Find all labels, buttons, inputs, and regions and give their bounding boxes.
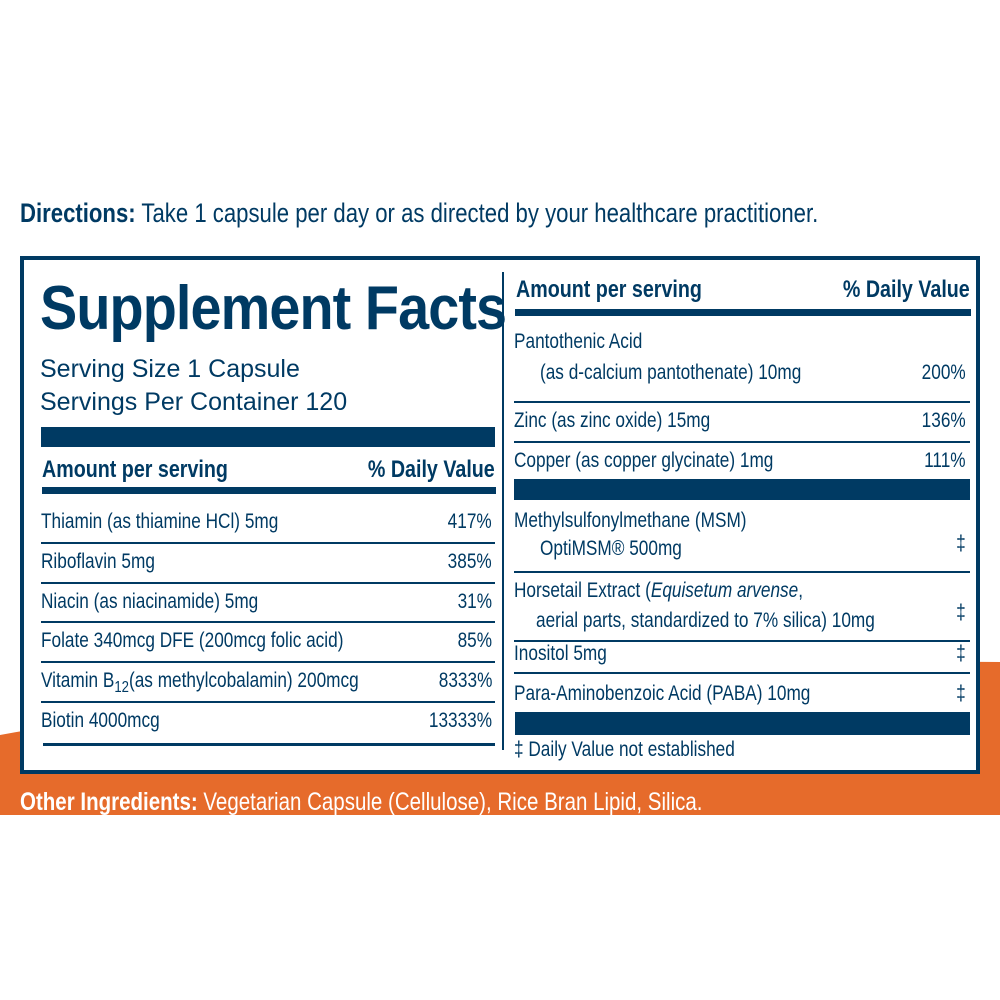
dv-header-right: % Daily Value [843,276,970,303]
table-row: Horsetail Extract (Equisetum arvense, [514,579,804,602]
supplement-facts-panel [20,256,980,774]
directions: Directions: Take 1 capsule per day or as… [20,198,819,228]
table-row-detail: aerial parts, standardized to 7% silica)… [536,609,875,632]
row-divider [41,661,495,663]
table-row: Inositol 5mg [514,642,607,665]
other-ingredients: Other Ingredients: Vegetarian Capsule (C… [20,788,703,816]
dv-value: 417% [447,510,492,533]
table-row: Pantothenic Acid [514,330,643,353]
dv-value: 385% [447,550,492,573]
table-row-detail: (as d-calcium pantothenate) 10mg [540,361,802,384]
servings-per-container: Servings Per Container 120 [40,388,348,416]
table-row: Folate 340mcg DFE (200mcg folic acid) [41,629,344,652]
dv-value: 200% [921,361,966,384]
row-divider [41,542,495,544]
dv-value: ‡ [956,601,966,624]
row-divider [514,640,970,642]
header-rule-right [515,309,971,316]
row-divider [514,401,970,403]
section-bar [514,479,970,500]
table-row: Thiamin (as thiamine HCl) 5mg [41,510,279,533]
amount-header: Amount per serving [42,456,228,483]
amount-header-right: Amount per serving [516,276,702,303]
serving-size: Serving Size 1 Capsule [40,355,300,383]
dv-value: 8333% [438,669,492,692]
page-title: Supplement Facts [40,274,507,343]
dv-value: 13333% [428,709,492,732]
section-bar [515,712,970,735]
row-divider [514,672,970,674]
dv-value: ‡ [956,532,966,555]
dv-value: ‡ [956,642,966,665]
header-rule [42,487,496,494]
row-divider [514,571,970,573]
row-divider [41,582,495,584]
dv-value: 111% [924,449,966,472]
dv-value: 31% [457,590,492,613]
dv-header: % Daily Value [368,456,495,483]
row-divider [41,621,495,623]
dv-value: ‡ [956,682,966,705]
column-divider [502,272,504,750]
table-row: Vitamin B12(as methylcobalamin) 200mcg [41,669,359,697]
table-row: Para-Aminobenzoic Acid (PABA) 10mg [514,682,811,705]
table-row: Niacin (as niacinamide) 5mg [41,590,259,613]
dv-value: 85% [457,629,492,652]
table-row: Zinc (as zinc oxide) 15mg [514,409,711,432]
header-bar [41,427,495,447]
table-row: Biotin 4000mcg [41,709,160,732]
footnote: ‡ Daily Value not established [514,738,735,761]
row-divider [41,701,495,703]
table-row-detail: OptiMSM® 500mg [540,537,682,560]
row-divider [514,441,970,443]
row-divider [43,743,495,746]
table-row: Methylsulfonylmethane (MSM) [514,509,747,532]
dv-value: 136% [921,409,966,432]
table-row: Copper (as copper glycinate) 1mg [514,449,774,472]
table-row: Riboflavin 5mg [41,550,155,573]
